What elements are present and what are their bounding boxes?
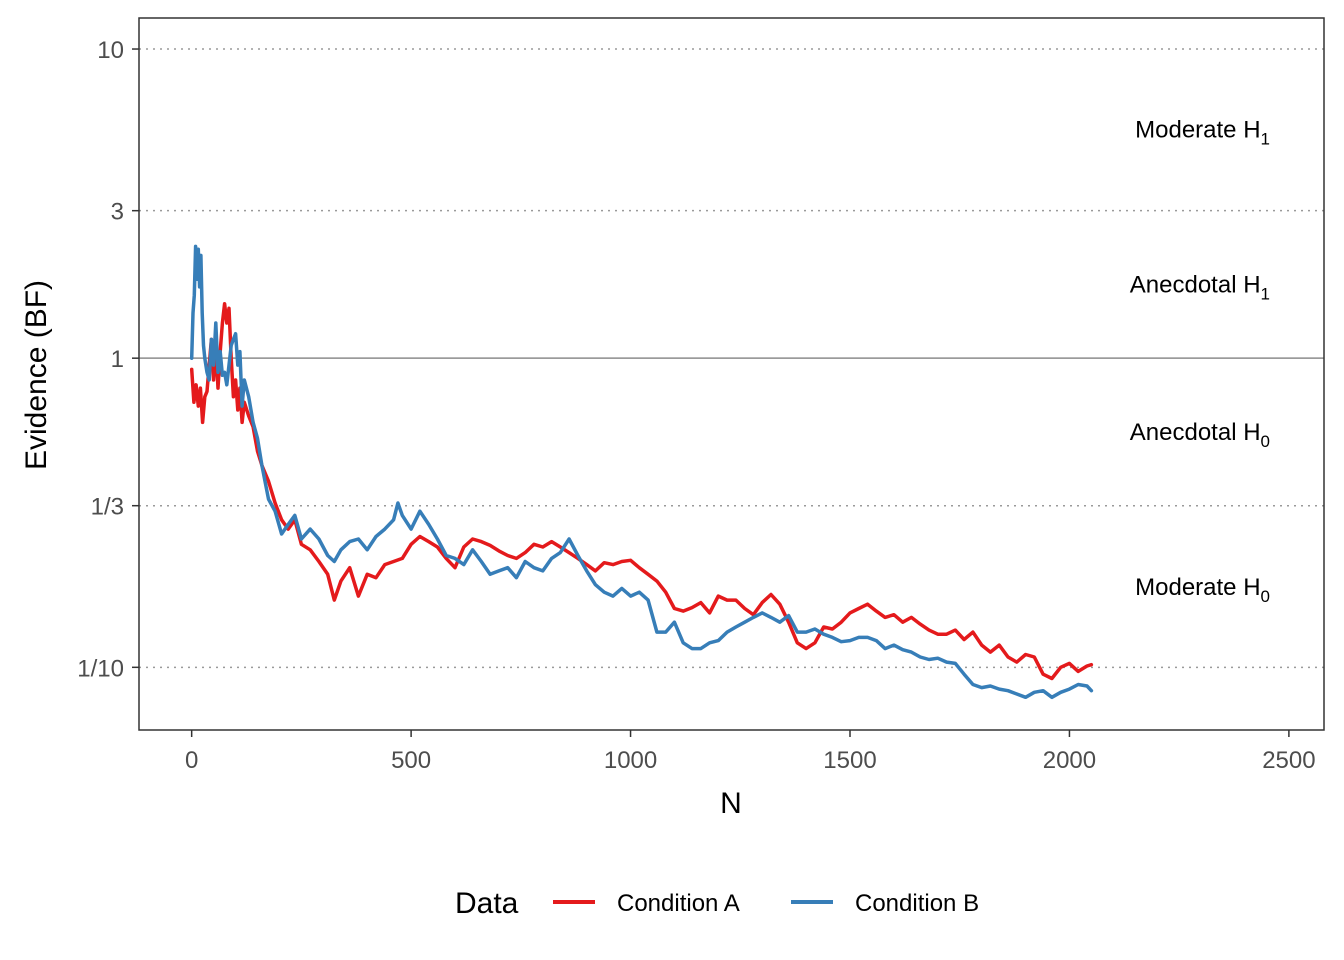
x-tick-label: 0	[185, 747, 198, 774]
legend-label-condition-a: Condition A	[617, 890, 740, 917]
x-axis-title: N	[720, 787, 742, 820]
region-labels: Moderate H1 Anecdotal H1 Anecdotal H0 Moder…	[1130, 116, 1270, 606]
plot-panel	[139, 18, 1324, 730]
x-tick-label: 500	[391, 747, 431, 774]
y-tick-label: 1/3	[91, 494, 124, 521]
legend-label-condition-b: Condition B	[855, 890, 979, 917]
legend-title: Data	[455, 887, 519, 920]
x-axis: 0 500 1000 1500 2000 2500	[185, 730, 1316, 774]
series-line-condition-b	[189, 244, 1094, 700]
y-tick-label: 3	[111, 199, 124, 226]
x-tick-label: 1500	[823, 747, 876, 774]
series-line-condition-a	[189, 301, 1094, 681]
region-label: Anecdotal H1	[1130, 272, 1270, 304]
region-label: Anecdotal H0	[1130, 419, 1270, 451]
legend: Data Condition A Condition B	[455, 887, 979, 920]
y-axis: 1/10 1/3 1 3 10	[77, 37, 139, 682]
reference-lines	[139, 48, 1324, 669]
y-tick-label: 10	[97, 37, 124, 64]
x-tick-label: 2500	[1262, 747, 1315, 774]
y-tick-label: 1	[111, 346, 124, 373]
x-tick-label: 1000	[604, 747, 657, 774]
region-label: Moderate H1	[1135, 116, 1270, 148]
plot-border	[138, 17, 1325, 731]
x-tick-label: 2000	[1043, 747, 1096, 774]
series-layer	[189, 244, 1094, 700]
y-tick-label: 1/10	[77, 655, 124, 682]
region-label: Moderate H0	[1135, 574, 1270, 606]
y-axis-title: Evidence (BF)	[20, 280, 53, 470]
